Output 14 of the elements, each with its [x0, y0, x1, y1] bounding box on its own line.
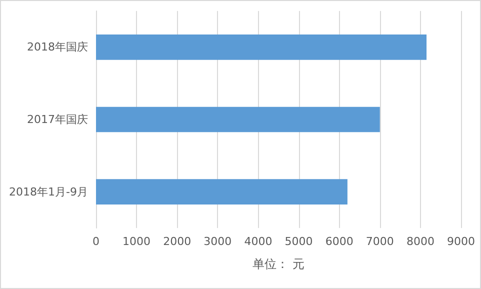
y-tick-label: 2017年国庆: [27, 113, 88, 126]
x-tick-label: 3000: [204, 235, 232, 248]
y-tick-label: 2018年国庆: [27, 40, 88, 54]
x-tick-label: 6000: [325, 235, 354, 248]
x-tick-label: 2000: [163, 235, 192, 248]
x-tick-label: 7000: [366, 235, 394, 248]
x-tick-label: 8000: [406, 235, 434, 248]
x-tick-label: 4000: [244, 235, 272, 248]
x-tick-label: 5000: [284, 235, 313, 248]
y-tick-label: 2018年1月-9月: [9, 185, 88, 198]
x-tick-label: 0: [92, 235, 100, 248]
x-axis-title: 单位： 元: [252, 257, 304, 271]
x-tick-label: 1000: [122, 235, 151, 248]
x-tick-label: 9000: [447, 235, 475, 248]
